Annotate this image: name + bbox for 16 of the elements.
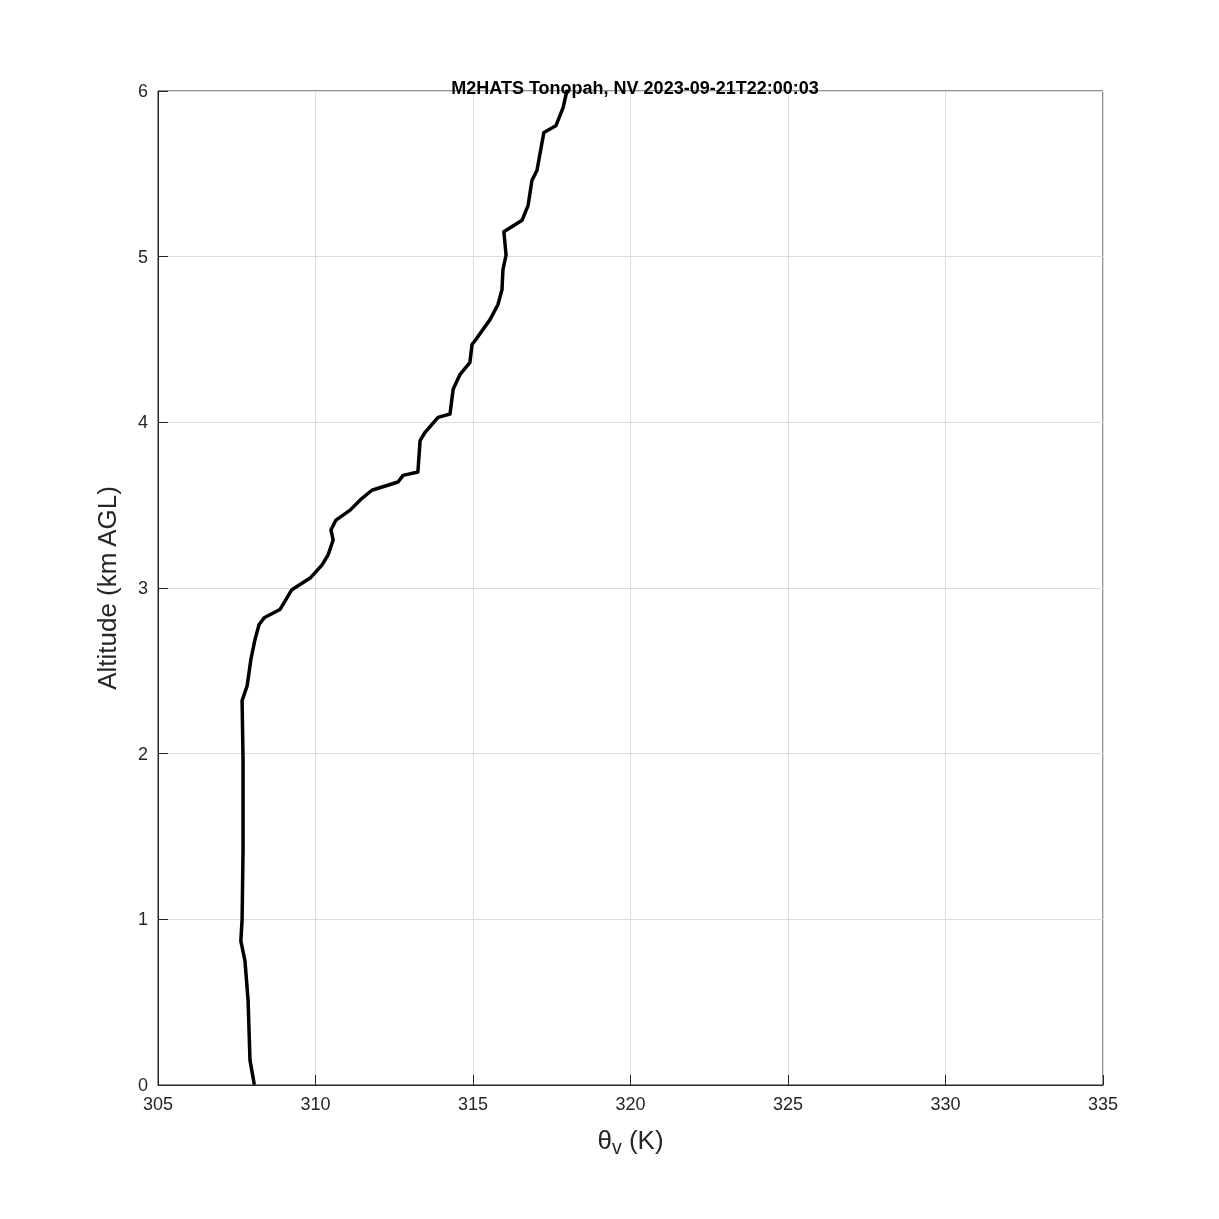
x-tick-label: 305 [142,1094,174,1114]
y-tick-label: 5 [137,246,148,267]
x-tick-label: 325 [772,1094,804,1114]
x-tick-label: 315 [457,1094,489,1114]
chart-title: M2HATS Tonopah, NV 2023-09-21T22:00:03 [451,78,819,98]
x-tick-label: 310 [300,1094,331,1114]
x-tick-label: 320 [615,1094,646,1114]
y-tick-label: 3 [137,578,148,598]
y-tick-label: 0 [137,1075,148,1095]
y-tick-label: 1 [137,909,148,930]
y-tick-label: 4 [137,412,148,433]
y-axis-title: Altitude (km AGL) [92,486,122,690]
x-tick-label: 335 [1087,1094,1119,1114]
x-tick-label: 330 [930,1094,961,1114]
y-tick-label: 2 [137,743,148,764]
y-tick-label: 6 [137,81,148,101]
